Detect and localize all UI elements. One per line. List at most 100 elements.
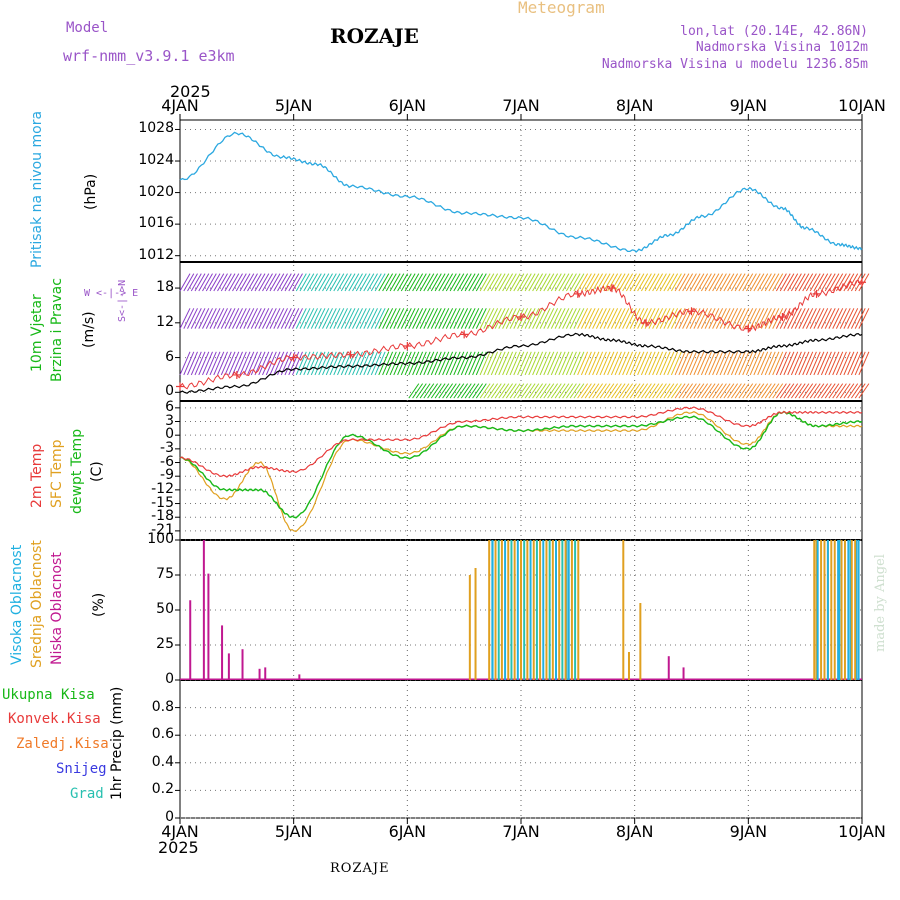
wind-barb xyxy=(824,273,836,292)
wind-barb xyxy=(674,383,686,399)
wind-barb xyxy=(202,351,213,376)
y-tick-label: 0 xyxy=(165,426,174,443)
wind-barb xyxy=(494,351,506,376)
wind-barb xyxy=(389,351,401,376)
wind-barb xyxy=(472,308,484,329)
y-tick-label: 3 xyxy=(165,412,174,429)
y-tick-label: 0.4 xyxy=(151,753,174,770)
wind-barb xyxy=(427,383,439,399)
wind-barb xyxy=(370,351,382,376)
wind-barb xyxy=(520,308,532,329)
wind-barb xyxy=(434,351,446,376)
wind-barb xyxy=(487,351,499,376)
wind-barb xyxy=(329,308,341,329)
wind-barb xyxy=(820,351,832,376)
wind-barb xyxy=(333,308,345,329)
y-tick-label: 1020 xyxy=(138,183,174,200)
wind-barb xyxy=(408,273,420,292)
wind-barb xyxy=(700,351,712,376)
wind-barb xyxy=(599,383,611,399)
wind-barb xyxy=(295,308,307,329)
wind-barb xyxy=(798,383,810,399)
wind-barb xyxy=(637,273,649,292)
wind-barb xyxy=(232,308,243,329)
y-tick-label: 6 xyxy=(165,348,174,365)
wind-barb xyxy=(753,383,765,399)
wind-barb xyxy=(685,273,697,292)
wind-barb xyxy=(618,351,630,376)
wind-barb xyxy=(318,273,330,292)
wind-unit: (m/s) xyxy=(81,311,97,348)
wind-barb xyxy=(843,308,855,329)
wind-barb xyxy=(472,273,484,292)
wind-barb xyxy=(265,273,277,292)
temp-label-1-text: 2m Temp xyxy=(29,443,45,508)
wind-barb xyxy=(408,383,420,399)
wind-barb xyxy=(768,351,780,376)
wind-gust-line xyxy=(179,332,863,394)
wind-barb xyxy=(772,351,784,376)
wind-barb xyxy=(809,383,821,399)
wind-barb xyxy=(644,273,656,292)
wind-barb xyxy=(385,308,397,329)
wind-barb xyxy=(235,351,247,376)
wind-barb xyxy=(637,383,649,399)
wind-barb xyxy=(588,383,600,399)
wind-barb xyxy=(693,351,705,376)
wind-barb xyxy=(775,351,787,376)
wind-barb xyxy=(697,273,709,292)
wind-barb xyxy=(779,383,791,399)
wind-barb xyxy=(783,351,795,376)
wind-barb xyxy=(303,308,315,329)
wind-barb xyxy=(745,273,757,292)
wind-barb xyxy=(678,383,690,399)
wind-barb xyxy=(723,273,735,292)
wind-barb xyxy=(449,351,461,376)
wind-barb xyxy=(243,273,255,292)
wind-barb xyxy=(524,273,536,292)
wind-barb xyxy=(299,308,311,329)
wind-barb xyxy=(577,351,589,376)
wind-barb xyxy=(539,308,551,329)
wind-barb xyxy=(614,351,626,376)
y-tick-label: 6 xyxy=(165,398,174,415)
model-name: wrf-nmm_v3.9.1 e3km xyxy=(63,49,235,64)
wind-barb xyxy=(584,308,596,329)
wind-barb xyxy=(217,351,228,376)
wind-barb xyxy=(220,308,232,329)
wind-barb xyxy=(314,351,326,376)
wind-barb xyxy=(310,273,322,292)
wind-barb xyxy=(697,351,709,376)
wind-barb xyxy=(749,383,761,399)
wind-barb xyxy=(622,383,634,399)
wind-speed-marker xyxy=(517,313,525,322)
wind-barb xyxy=(247,308,258,329)
wind-speed-marker xyxy=(176,382,184,391)
wind-barb xyxy=(764,273,776,292)
wind-barb xyxy=(179,308,191,329)
wind-barb xyxy=(528,351,540,376)
wind-barb xyxy=(569,351,581,376)
wind-barb xyxy=(584,273,596,292)
altitude-text: Nadmorska Visina 1012m xyxy=(695,40,868,55)
cloud-unit-text: (%) xyxy=(91,592,107,617)
wind-barb xyxy=(858,383,870,399)
wind-barb xyxy=(438,308,450,329)
wind-barb xyxy=(663,273,675,292)
wind-barb xyxy=(457,351,469,376)
precip-label-4: Snijeg xyxy=(56,762,107,776)
wind-barb xyxy=(805,351,817,376)
wind-barb xyxy=(389,308,401,329)
wind-barb xyxy=(573,308,585,329)
wind-barb xyxy=(805,273,817,292)
wind-barb xyxy=(622,273,634,292)
wind-barb xyxy=(183,351,195,376)
wind-barb xyxy=(603,308,615,329)
wind-barb xyxy=(685,351,697,376)
wind-barb xyxy=(355,308,367,329)
temp-unit-text: (C) xyxy=(89,461,105,482)
wind-barb xyxy=(779,351,791,376)
wind-barb xyxy=(742,273,754,292)
wind-barb xyxy=(348,351,360,376)
wind-barb xyxy=(625,273,637,292)
